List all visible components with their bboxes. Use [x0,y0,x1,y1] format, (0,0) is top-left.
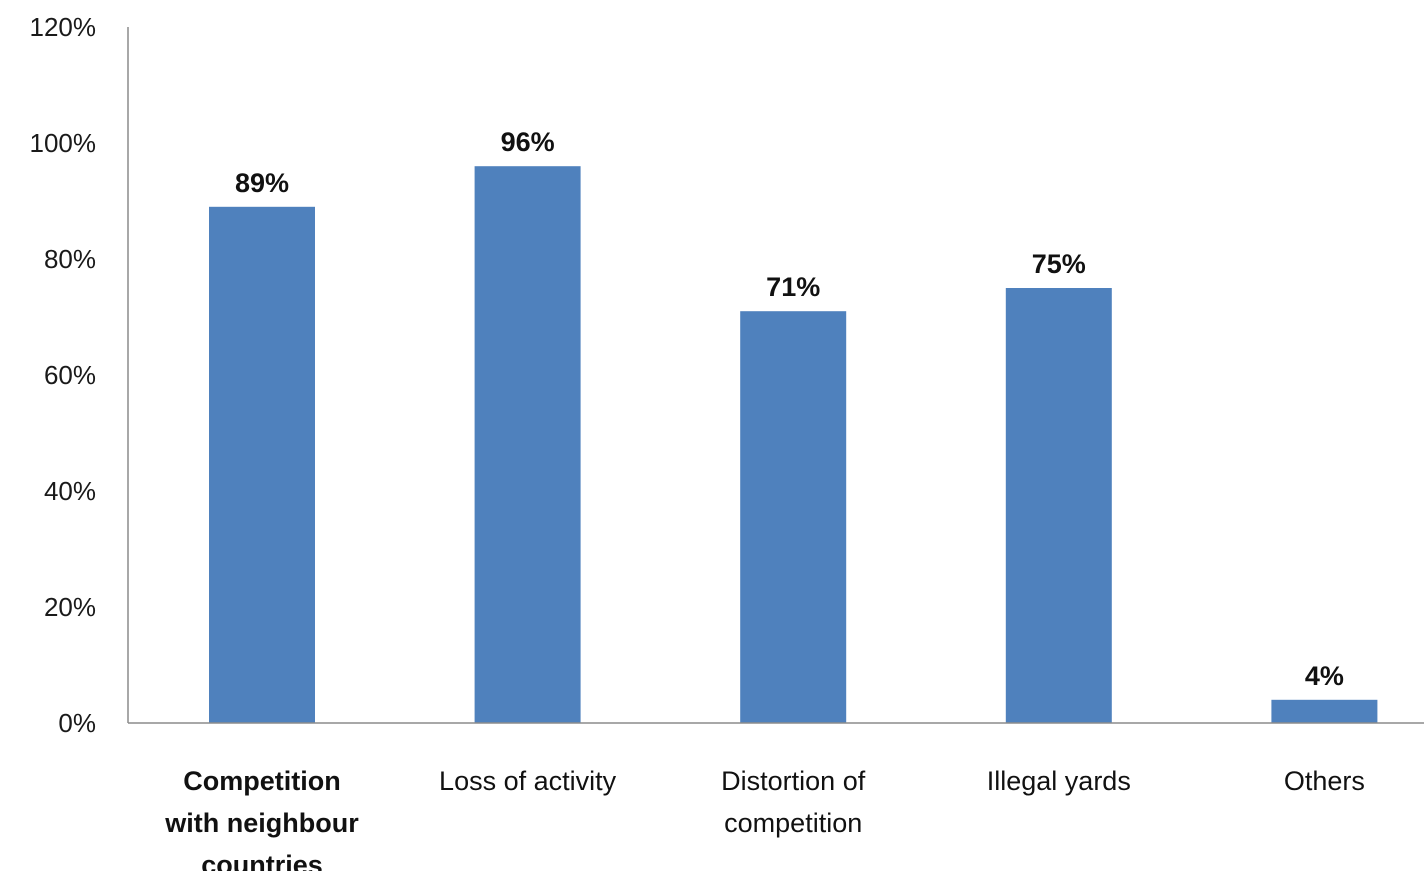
bar [1271,699,1378,723]
data-label: 89% [235,168,289,198]
x-tick-label: competition [724,808,862,838]
x-tick-label: countries [201,850,323,871]
y-tick-label: 120% [30,12,97,42]
data-label: 71% [766,272,820,302]
y-axis-ticks: 0% 20% 40% 60% 80% 100% 120% [30,12,97,738]
data-label: 96% [501,127,555,157]
data-labels-group: 89% 96% 71% 75% 4% [235,127,1344,691]
y-tick-label: 60% [44,360,96,390]
data-label: 4% [1305,661,1344,691]
axes-group [127,27,1424,724]
x-tick-label: Loss of activity [439,766,617,796]
bars-group [209,166,1378,724]
x-tick-label: Distortion of [721,766,866,796]
bar [474,166,581,723]
y-tick-label: 0% [58,708,96,738]
y-tick-label: 80% [44,244,96,274]
category-labels-group: Competition with neighbour countries Loss o… [164,766,1365,871]
bar [209,206,315,724]
bar [740,311,847,723]
x-tick-label: Others [1284,766,1365,796]
x-tick-label: with neighbour [164,808,359,838]
data-label: 75% [1032,249,1086,279]
y-tick-label: 20% [44,592,96,622]
y-tick-label: 40% [44,476,96,506]
x-tick-label: Competition [183,766,340,796]
y-tick-label: 100% [30,128,97,158]
bar [1005,288,1112,723]
x-tick-label: Illegal yards [987,766,1131,796]
